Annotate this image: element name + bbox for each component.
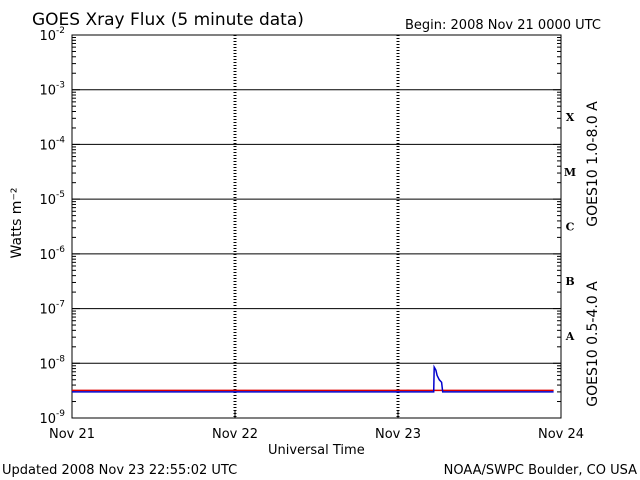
credit-text: NOAA/SWPC Boulder, CO USA — [444, 463, 637, 478]
flare-class-label: B — [565, 275, 574, 288]
updated-timestamp: Updated 2008 Nov 23 22:55:02 UTC — [2, 463, 237, 478]
y-tick-label: 10-8 — [39, 354, 65, 372]
x-tick-label: Nov 23 — [375, 427, 421, 442]
y-tick-label: 10-4 — [39, 135, 65, 153]
y-tick-label: 10-6 — [39, 245, 65, 263]
begin-time: Begin: 2008 Nov 21 0000 UTC — [405, 18, 601, 33]
x-tick-label: Nov 24 — [538, 427, 584, 442]
flare-class-label: X — [566, 111, 575, 124]
y-axis-label: Watts m⁻² — [9, 188, 25, 259]
legend-long-channel: GOES10 1.0-8.0 A — [585, 101, 601, 227]
chart-title: GOES Xray Flux (5 minute data) — [32, 10, 304, 30]
y-tick-label: 10-5 — [39, 190, 65, 208]
x-tick-label: Nov 22 — [212, 427, 258, 442]
flare-class-label: A — [565, 330, 575, 343]
flare-class-label: M — [564, 166, 576, 179]
plot-frame — [71, 34, 562, 419]
y-tick-label: 10-3 — [39, 81, 65, 99]
legend-short-channel: GOES10 0.5-4.0 A — [585, 281, 601, 407]
series-short-channel — [72, 364, 554, 393]
flare-class-label: C — [566, 221, 575, 234]
x-tick-label: Nov 21 — [49, 427, 95, 442]
x-axis-label: Universal Time — [268, 443, 365, 458]
y-tick-label: 10-9 — [39, 409, 65, 427]
y-tick-label: 10-7 — [39, 300, 65, 318]
y-tick-label: 10-2 — [39, 26, 65, 44]
